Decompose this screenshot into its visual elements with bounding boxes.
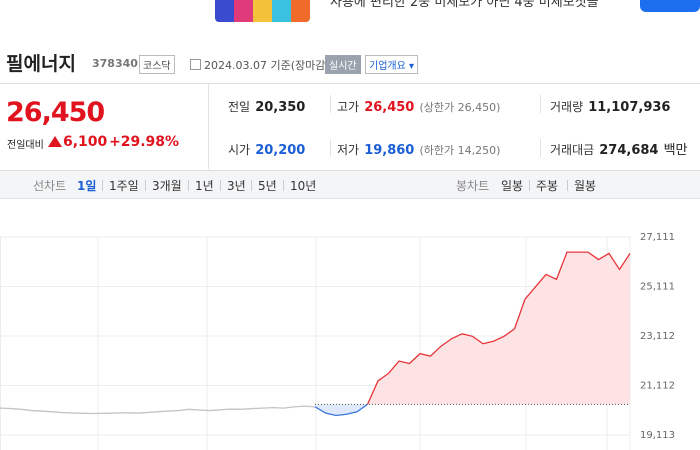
summary-box <box>0 83 700 171</box>
label: 전일 <box>228 100 251 114</box>
tab-separator <box>220 180 221 191</box>
divider <box>330 139 331 157</box>
change: 6,100 <box>63 134 108 150</box>
period-tab[interactable]: 3개월 <box>152 179 182 193</box>
area-fill <box>315 404 368 416</box>
tab-bar <box>0 171 700 199</box>
value: 274,684 <box>599 143 659 158</box>
divider <box>540 139 541 157</box>
period-tab[interactable]: 1년 <box>195 179 214 193</box>
company-info-button[interactable]: 기업개요 ▾ <box>365 55 418 74</box>
candle-chart-label: 봉차트 <box>456 179 490 193</box>
label: 저가 <box>337 143 360 157</box>
prev-close: 전일 20,350 <box>228 96 305 115</box>
unit: 백만 <box>663 143 688 158</box>
value: 20,200 <box>255 143 306 158</box>
value: 19,860 <box>364 143 415 158</box>
tab-separator <box>529 180 530 191</box>
y-tick-label: 23,112 <box>640 331 675 342</box>
volume: 거래량 11,107,936 <box>550 96 670 115</box>
date-basis: 기준(장마감) <box>270 59 330 72</box>
candle-tab[interactable]: 주봉 <box>536 179 559 193</box>
period-tab[interactable]: 1주일 <box>109 179 139 193</box>
tab-separator <box>145 180 146 191</box>
date-value: 2024.03.07 <box>204 59 267 72</box>
tab-separator <box>283 180 284 191</box>
divider <box>540 95 541 113</box>
y-tick-label: 19,113 <box>640 430 675 441</box>
amount: 거래대금 274,684 백만 <box>550 139 688 158</box>
line-chart-label: 선차트 <box>33 179 67 193</box>
value: 20,350 <box>255 100 306 115</box>
divider <box>330 95 331 113</box>
period-tab[interactable]: 5년 <box>258 179 277 193</box>
tab-separator <box>567 180 568 191</box>
y-tick-label: 21,112 <box>640 381 675 392</box>
divider <box>208 84 209 169</box>
period-tab[interactable]: 10년 <box>290 179 317 193</box>
area-fill <box>367 252 630 405</box>
period-tab[interactable]: 3년 <box>227 179 246 193</box>
low: 저가 19,860 (하한가 14,250) <box>337 139 500 158</box>
label: 거래량 <box>550 100 584 114</box>
ad-button[interactable] <box>640 0 700 12</box>
label: 고가 <box>337 100 360 114</box>
candle-tab[interactable]: 일봉 <box>501 179 524 193</box>
market-badge: 코스닥 <box>139 55 175 74</box>
tab-separator <box>188 180 189 191</box>
current-price: 26,450 <box>6 97 105 128</box>
label: 시가 <box>228 143 251 157</box>
ad-image <box>215 0 310 22</box>
value: 11,107,936 <box>588 100 671 115</box>
price-line <box>366 251 631 405</box>
up-arrow <box>48 136 62 147</box>
stock-name: 필에너지 <box>6 53 76 75</box>
y-tick-label: 27,111 <box>640 232 675 243</box>
change-rate: +29.98% <box>109 134 180 150</box>
tab-separator <box>102 180 103 191</box>
calendar-icon <box>190 59 201 70</box>
upper-limit: (상한가 26,450) <box>419 101 501 114</box>
tab-separator <box>251 180 252 191</box>
realtime-button[interactable]: 실시간 <box>325 55 361 74</box>
date: 2024.03.07 기준(장마감) <box>190 57 330 73</box>
change-label: 전일대비 <box>7 140 44 151</box>
high: 고가 26,450 (상한가 26,450) <box>337 96 500 115</box>
chart: 19,113 21,112 23,112 25,111 27,111 <box>0 232 675 450</box>
value: 26,450 <box>364 100 415 115</box>
ad-banner[interactable]: 사용에 편리한 2중 미세모가 아닌 4중 미세모칫솔 <box>0 0 700 26</box>
label: 거래대금 <box>550 143 595 157</box>
stock-code: 378340 <box>92 57 138 70</box>
y-tick-label: 25,111 <box>640 282 675 293</box>
price-line <box>0 405 316 415</box>
price-line <box>314 403 368 417</box>
period-tab[interactable]: 1일 <box>77 179 97 193</box>
open: 시가 20,200 <box>228 139 305 158</box>
lower-limit: (하한가 14,250) <box>419 144 501 157</box>
ad-text: 사용에 편리한 2중 미세모가 아닌 4중 미세모칫솔 <box>330 0 599 10</box>
candle-tab[interactable]: 월봉 <box>574 179 597 193</box>
